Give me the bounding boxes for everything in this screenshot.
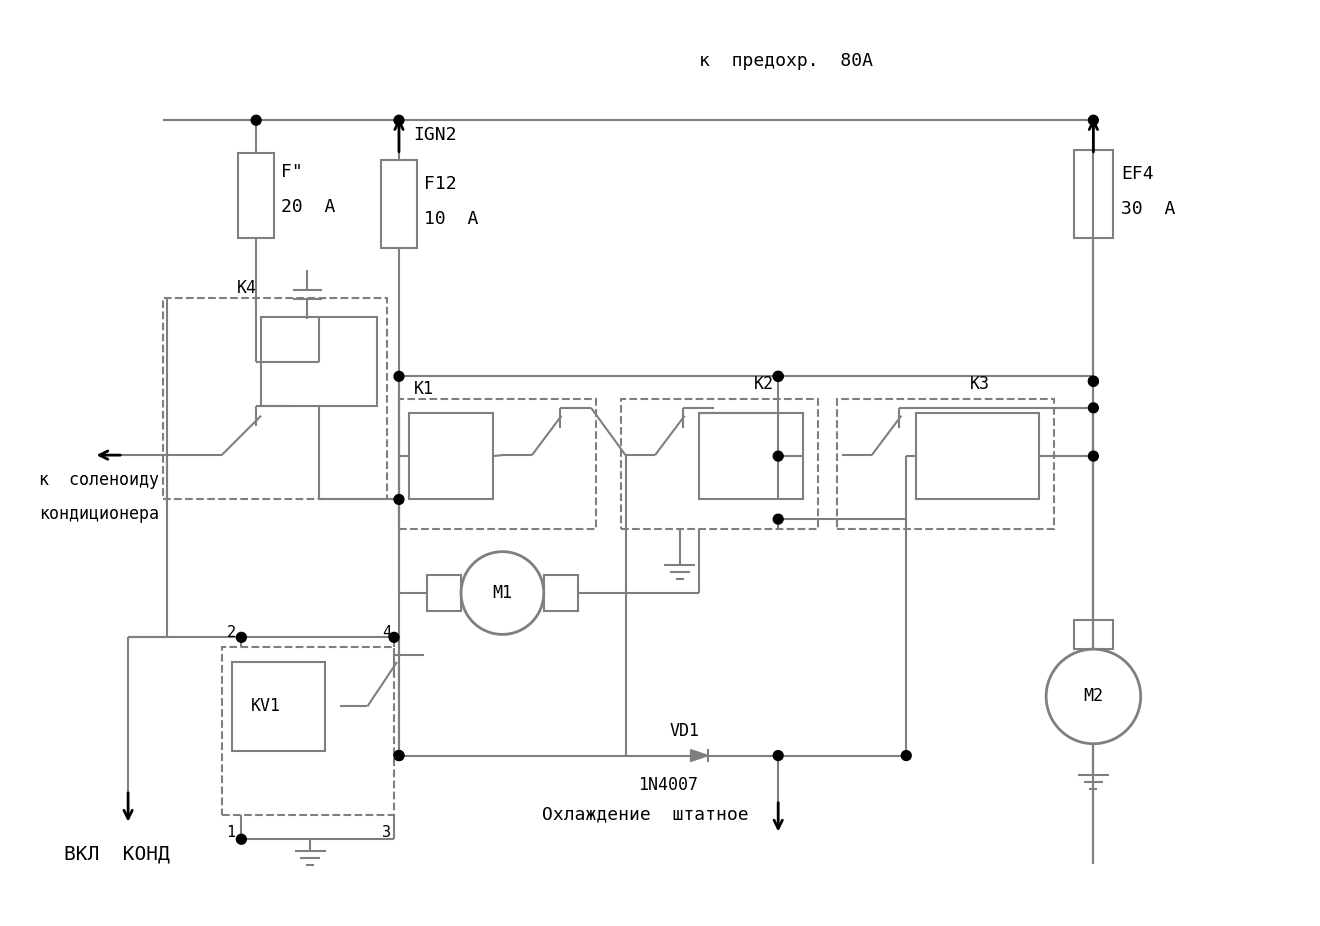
Bar <box>700 413 803 499</box>
Circle shape <box>1089 116 1098 125</box>
Circle shape <box>774 371 783 382</box>
Text: K4: K4 <box>236 279 256 296</box>
Text: кондиционера: кондиционера <box>40 506 160 523</box>
Circle shape <box>1047 649 1140 744</box>
Circle shape <box>395 116 404 125</box>
Bar <box>261 318 378 406</box>
Text: F": F" <box>281 163 302 181</box>
Text: F12: F12 <box>424 175 457 194</box>
Bar <box>837 399 1053 529</box>
Polygon shape <box>690 750 709 761</box>
Text: 10  А: 10 А <box>424 209 478 228</box>
Bar <box>1073 619 1113 649</box>
Bar <box>239 153 273 238</box>
Text: VD1: VD1 <box>669 722 700 740</box>
Bar <box>544 575 578 611</box>
Text: EF4: EF4 <box>1121 166 1154 183</box>
Text: 3: 3 <box>383 825 391 840</box>
Text: 2: 2 <box>227 625 236 640</box>
Text: Охлаждение  штатное: Охлаждение штатное <box>541 806 748 823</box>
Circle shape <box>236 632 247 643</box>
Text: к  соленоиду: к соленоиду <box>40 470 160 489</box>
Bar <box>231 662 325 751</box>
Circle shape <box>774 451 783 461</box>
Circle shape <box>1089 451 1098 461</box>
Circle shape <box>461 552 544 634</box>
Text: M2: M2 <box>1084 687 1104 706</box>
Circle shape <box>251 116 261 125</box>
Circle shape <box>395 494 404 505</box>
Circle shape <box>1089 403 1098 413</box>
Bar <box>222 647 395 815</box>
Bar <box>409 413 492 499</box>
Text: K2: K2 <box>754 375 774 394</box>
Text: 4: 4 <box>383 625 391 640</box>
Bar <box>162 297 387 499</box>
Text: KV1: KV1 <box>251 697 281 715</box>
Bar <box>1073 150 1113 238</box>
Bar <box>399 399 595 529</box>
Text: IGN2: IGN2 <box>413 126 457 144</box>
Text: 1N4007: 1N4007 <box>639 776 698 795</box>
Text: 20  А: 20 А <box>281 198 335 216</box>
Circle shape <box>395 751 404 760</box>
Text: 30  А: 30 А <box>1121 200 1175 218</box>
Text: M1: M1 <box>492 584 512 602</box>
Text: K3: K3 <box>970 375 990 394</box>
Text: ВКЛ  КОНД: ВКЛ КОНД <box>65 845 170 864</box>
Circle shape <box>236 834 247 845</box>
Text: K1: K1 <box>413 381 434 398</box>
Bar <box>620 399 817 529</box>
Text: к  предохр.  80А: к предохр. 80А <box>700 52 874 70</box>
Circle shape <box>395 751 404 760</box>
Circle shape <box>774 371 783 382</box>
Text: 1: 1 <box>227 825 236 840</box>
Bar <box>916 413 1039 499</box>
Bar <box>426 575 461 611</box>
Circle shape <box>774 751 783 760</box>
Circle shape <box>774 514 783 524</box>
Circle shape <box>1089 376 1098 386</box>
Bar <box>381 159 417 248</box>
Circle shape <box>902 751 911 760</box>
Circle shape <box>389 632 399 643</box>
Circle shape <box>395 371 404 382</box>
Circle shape <box>1089 376 1098 386</box>
